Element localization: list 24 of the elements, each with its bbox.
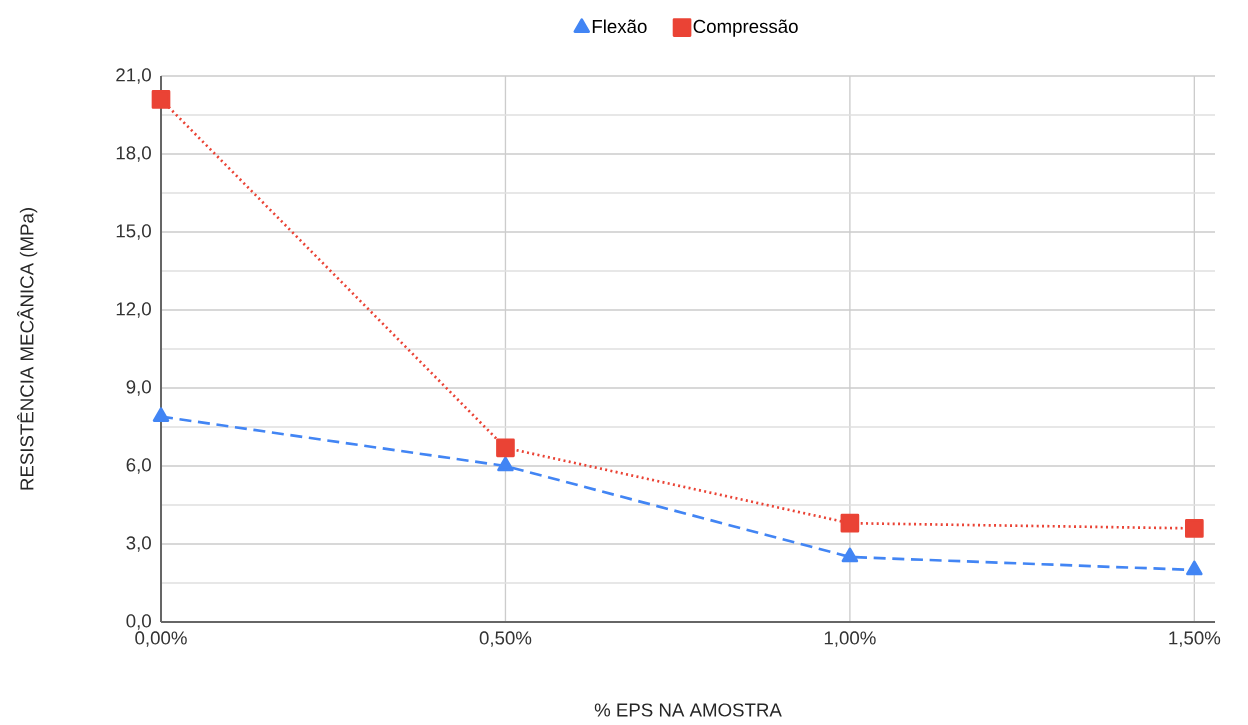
legend-label: Compressão [693, 19, 798, 37]
x-tick-label: 0,50% [479, 631, 532, 647]
x-tick-label: 1,50% [1169, 631, 1221, 647]
point [496, 438, 515, 458]
y-tick-label: 0,0 [126, 614, 151, 630]
point [497, 456, 514, 472]
point [152, 407, 170, 422]
point [1185, 519, 1204, 538]
point [151, 90, 171, 109]
legend-label: Flexão [592, 19, 647, 34]
y-tick-label: 21,0 [116, 68, 151, 84]
y-tick-label: 15,0 [116, 224, 151, 240]
y-axis-title: RESISTÊNCIA MECÂNICA (MPa) [17, 208, 38, 490]
x-tick-label: 0,00% [135, 631, 187, 647]
y-tick-label: 18,0 [116, 146, 151, 162]
point [840, 513, 860, 533]
x-tick-label: 1,00% [824, 631, 876, 647]
y-tick-label: 12,0 [116, 302, 151, 318]
point [841, 547, 859, 563]
y-tick-label: 6,0 [126, 458, 151, 474]
point [1186, 560, 1203, 576]
y-tick-label: 9,0 [126, 380, 151, 396]
y-tick-label: 3,0 [126, 536, 151, 552]
x-axis-title: % EPS NA AMOSTRA [594, 703, 782, 717]
